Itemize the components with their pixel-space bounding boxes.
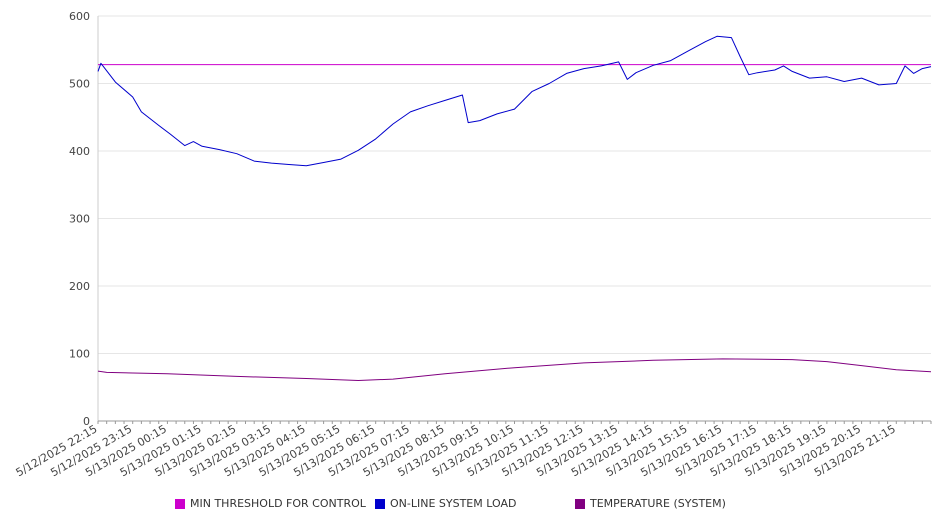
- y-tick-label-300: 300: [69, 213, 90, 226]
- y-tick-label-200: 200: [69, 280, 90, 293]
- y-tick-label-400: 400: [69, 145, 90, 158]
- y-tick-label-600: 600: [69, 10, 90, 23]
- y-tick-label-100: 100: [69, 348, 90, 361]
- x-axis-ticks: 5/12/2025 22:155/12/2025 23:155/13/2025 …: [14, 421, 932, 479]
- gridlines: [98, 15, 931, 354]
- series-line-temperature-system: [97, 358, 932, 381]
- series-line-on-line-system-load: [97, 35, 932, 167]
- legend-swatch-temperature: [575, 498, 585, 509]
- legend-swatch-min-threshold: [175, 498, 185, 509]
- legend: MIN THRESHOLD FOR CONTROL ON-LINE SYSTEM…: [0, 497, 946, 515]
- legend-label-temperature: TEMPERATURE (SYSTEM): [590, 497, 726, 510]
- legend-item-min-threshold[interactable]: MIN THRESHOLD FOR CONTROL: [175, 497, 366, 510]
- y-tick-label-0: 0: [83, 415, 90, 428]
- legend-item-system-load[interactable]: ON-LINE SYSTEM LOAD: [375, 497, 516, 510]
- y-axis-ticks: 0 100 200 300 400 500 600: [69, 10, 90, 428]
- y-tick-label-500: 500: [69, 78, 90, 91]
- legend-item-temperature[interactable]: TEMPERATURE (SYSTEM): [575, 497, 726, 510]
- legend-swatch-system-load: [375, 498, 385, 509]
- series-lines: [97, 35, 932, 381]
- legend-label-system-load: ON-LINE SYSTEM LOAD: [390, 497, 517, 510]
- legend-label-min-threshold: MIN THRESHOLD FOR CONTROL: [190, 497, 366, 510]
